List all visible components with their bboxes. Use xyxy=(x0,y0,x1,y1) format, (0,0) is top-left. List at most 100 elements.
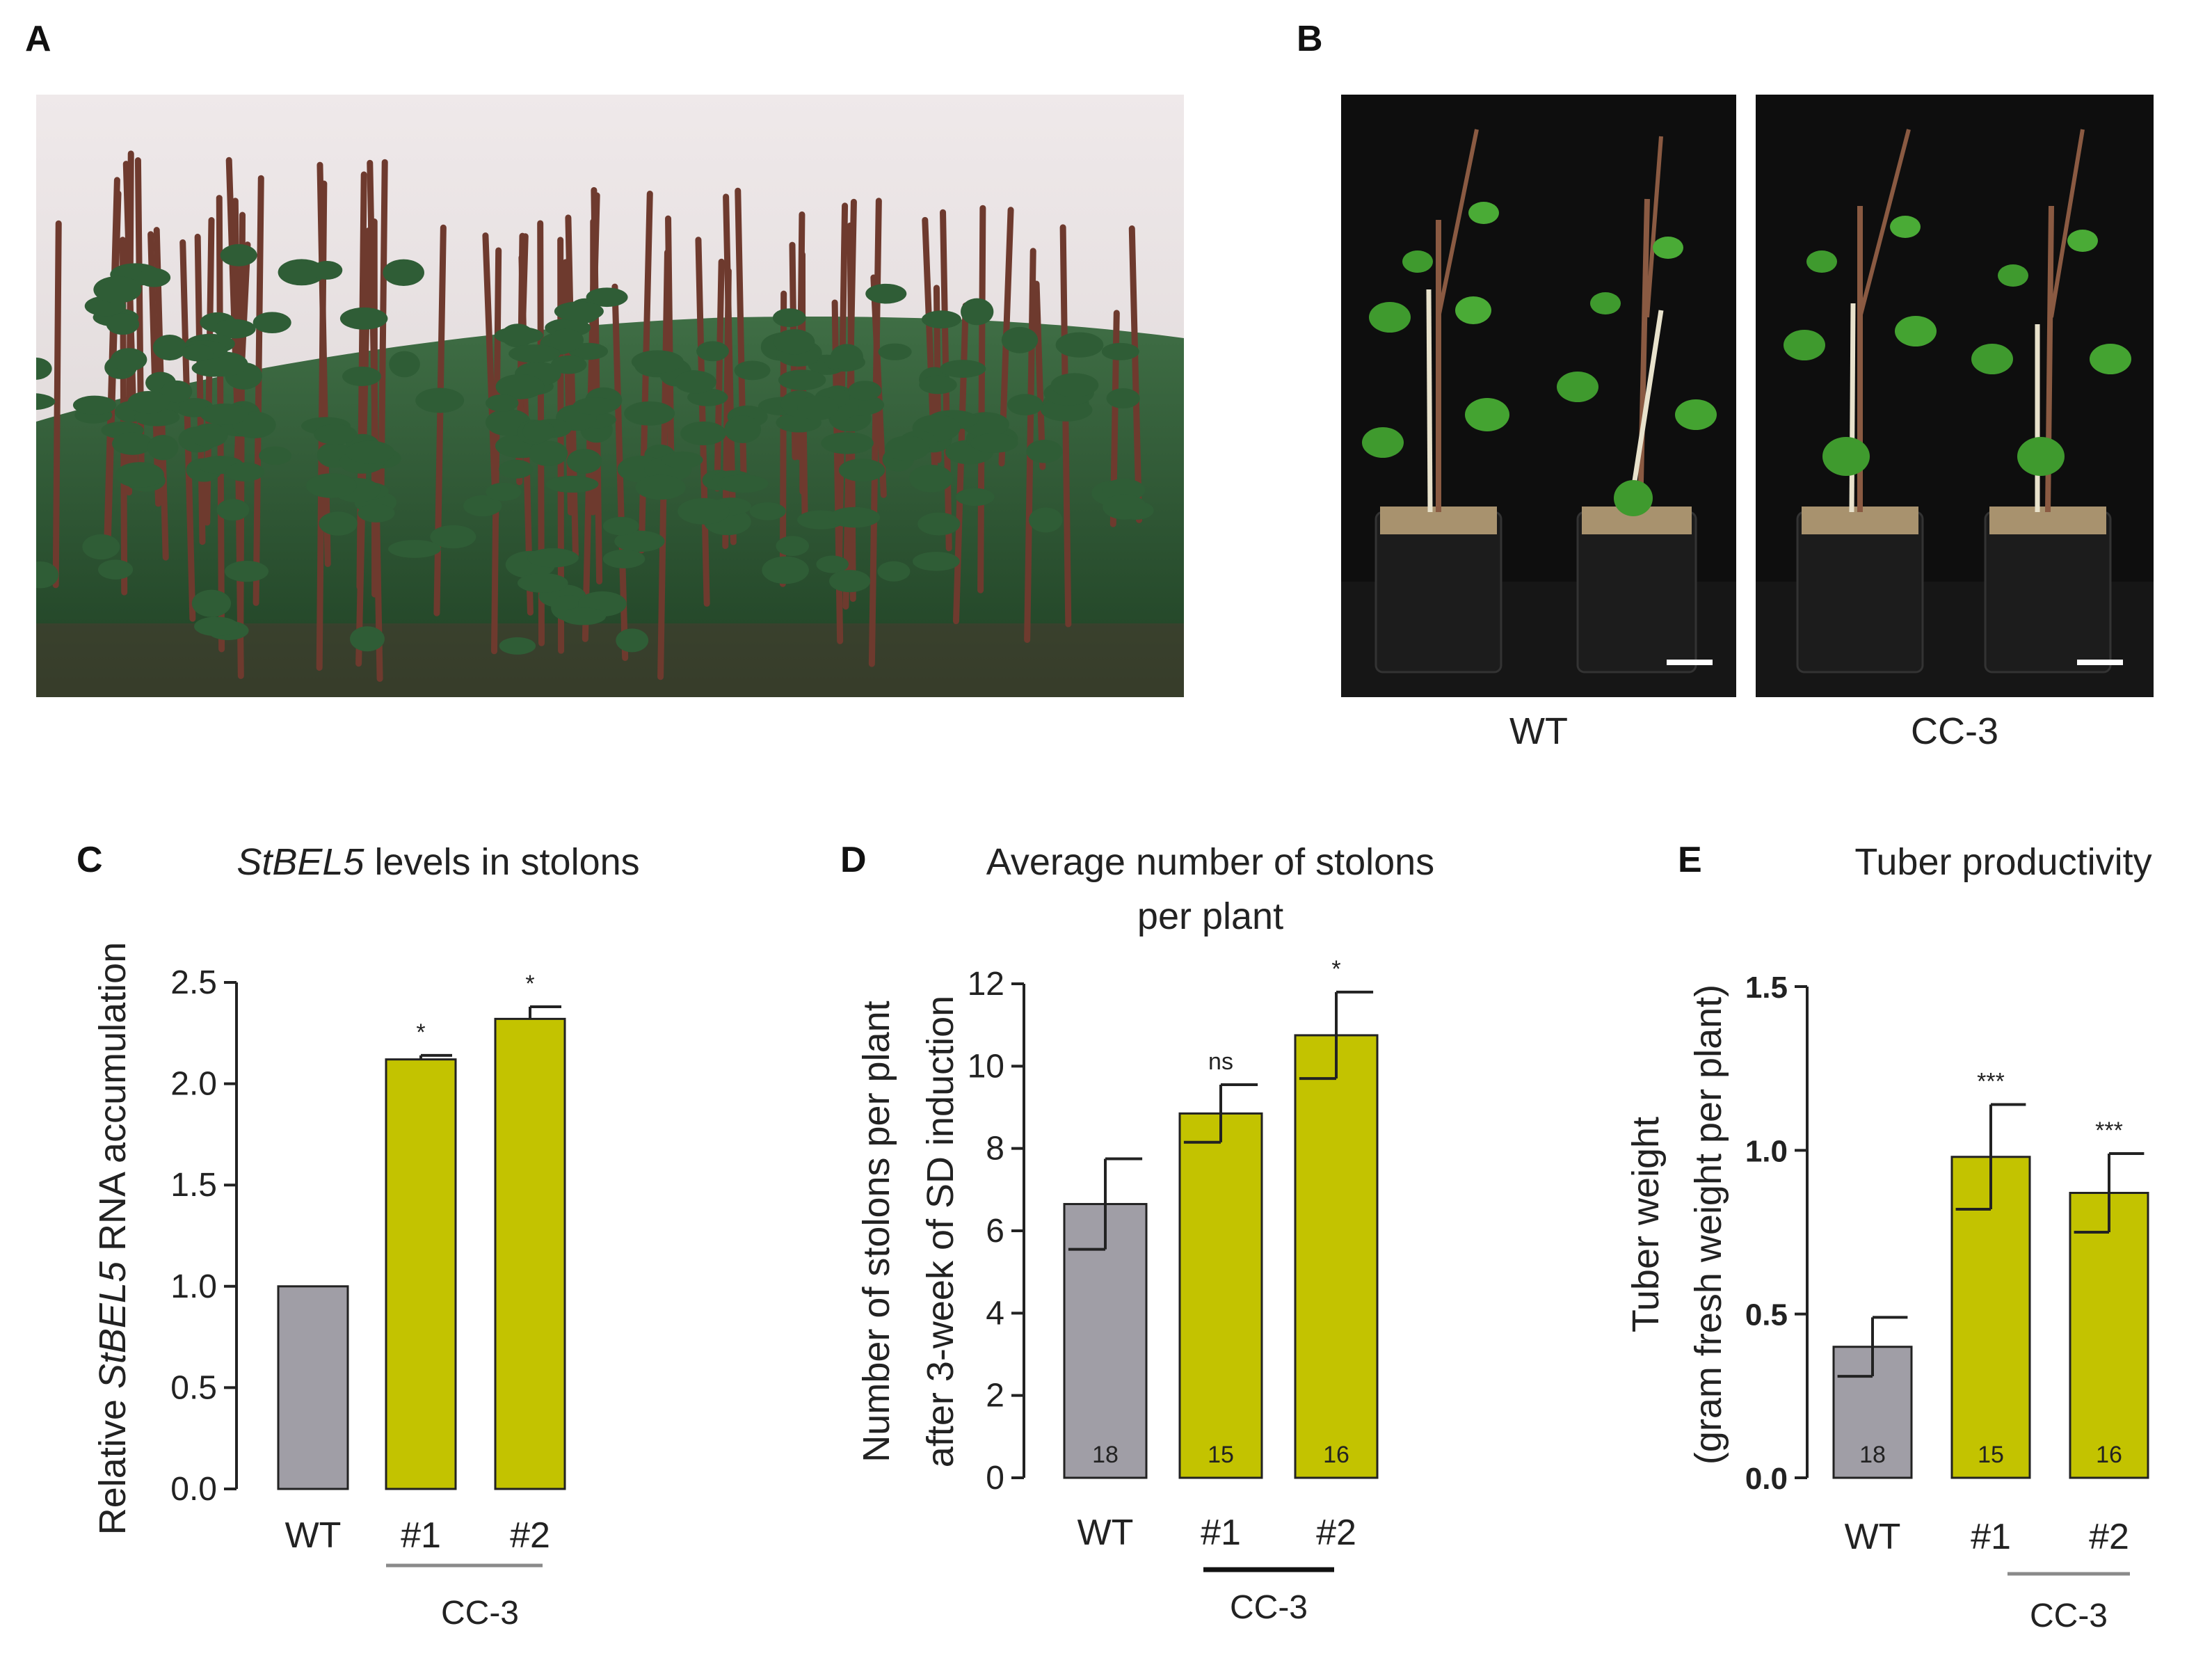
plant-leaf xyxy=(314,424,358,445)
plant-leaf xyxy=(152,335,187,361)
plant-leaf xyxy=(912,552,960,571)
plant-leaf xyxy=(1101,342,1139,360)
plant-stem xyxy=(1033,280,1046,470)
plant-leaf xyxy=(499,637,536,655)
plant-stem xyxy=(1128,225,1143,523)
plant-leaf xyxy=(115,462,164,488)
chart-d-y-label-line1: Number of stolons per plant xyxy=(856,1001,897,1462)
wt-plants-drawing xyxy=(1341,95,1736,697)
plant-leaf xyxy=(527,548,579,568)
plant-leaf xyxy=(93,276,142,303)
chart-d-category-label: WT xyxy=(1077,1513,1134,1553)
chart-c-y-tick-label: 1.5 xyxy=(170,1167,217,1204)
plant-leaf xyxy=(191,423,228,447)
plant-leaf xyxy=(225,462,265,481)
chart-c-group-label: CC-3 xyxy=(441,1595,519,1632)
chart-c-category-label: #2 xyxy=(510,1515,550,1556)
plant-leaf xyxy=(922,310,961,328)
chart-e-category-label: #1 xyxy=(1971,1517,2011,1557)
chart-d-y-label-line2: after 3-week of SD induction xyxy=(920,996,961,1467)
plant-leaf xyxy=(560,607,607,625)
plant-leaf xyxy=(522,420,555,443)
chart-c-y-label-part: RNA accumulation xyxy=(92,942,134,1261)
plant-leaf xyxy=(816,555,849,573)
plant-leaf xyxy=(111,348,147,372)
plant-leaf xyxy=(1029,507,1063,533)
plant-leaf xyxy=(602,516,639,536)
plant-stem xyxy=(977,205,986,593)
panel-letter-a: A xyxy=(25,19,51,59)
chart-d-title-line1: Average number of stolons xyxy=(986,841,1435,883)
chart-c-significance: * xyxy=(525,971,534,997)
plant-leaf xyxy=(182,344,214,362)
chart-d-y-tick-label: 2 xyxy=(986,1378,1004,1414)
chart-c-title-gene: StBEL5 xyxy=(237,841,364,883)
plant-leaf xyxy=(877,561,911,582)
chart-c-significance: * xyxy=(416,1019,425,1046)
plant-leaf xyxy=(1050,373,1099,397)
scale-bar xyxy=(2077,660,2123,665)
plant-leaf xyxy=(955,488,995,507)
plant-leaf xyxy=(339,307,388,330)
plant-leaf xyxy=(463,495,502,517)
caption-wt: WT xyxy=(1509,710,1568,752)
chart-c-y-tick-label: 2.0 xyxy=(170,1066,217,1103)
plant-leaf xyxy=(724,415,762,444)
chart-c-bar xyxy=(494,1017,566,1490)
chart-c-y-tick-label: 2.5 xyxy=(170,964,217,1001)
plant-leaf xyxy=(214,319,256,339)
chart-d-title: Average number of stolons per plant xyxy=(897,835,1523,943)
plant-leaf xyxy=(674,370,716,394)
plant-leaf xyxy=(224,561,269,582)
plant-leaf xyxy=(566,449,602,474)
chart-e-n-label: 16 xyxy=(2096,1442,2122,1468)
chart-d-category-label: #2 xyxy=(1316,1513,1356,1553)
chart-e-n-label: 18 xyxy=(1859,1442,1886,1468)
chart-d-group-label: CC-3 xyxy=(1230,1589,1308,1626)
chart-c-bar xyxy=(277,1285,349,1490)
chart-d-y-tick-label: 4 xyxy=(986,1295,1004,1332)
plant-leaf xyxy=(200,404,249,425)
plant-leaf xyxy=(554,301,604,321)
plant-leaf xyxy=(389,351,420,378)
plant-leaf xyxy=(191,589,232,617)
chart-e-y-tick-label: 1.5 xyxy=(1745,971,1788,1005)
plant-stem xyxy=(565,214,579,558)
plant-leaf xyxy=(499,459,534,479)
plant-leaf xyxy=(194,616,239,637)
chart-e-group-label: CC-3 xyxy=(2030,1597,2108,1634)
plant-leaf xyxy=(1103,494,1147,520)
plant-leaf xyxy=(631,350,684,374)
plant-leaf xyxy=(220,244,257,266)
plant-leaf xyxy=(696,341,729,362)
plant-leaf xyxy=(517,573,568,593)
plant-leaf xyxy=(917,512,961,536)
plant-leaf xyxy=(430,525,476,549)
plant-leaf xyxy=(797,395,839,421)
chart-d-y-tick-label: 10 xyxy=(968,1048,1004,1085)
plant-stem xyxy=(194,233,206,545)
chart-c-y-label: Relative StBEL5 RNA accumulation xyxy=(92,942,134,1535)
greenhouse-photo xyxy=(36,95,1184,697)
plant-leaf xyxy=(885,436,930,461)
plant-stem xyxy=(482,232,499,520)
panel-letter-e: E xyxy=(1678,840,1702,880)
plant-leaf xyxy=(778,369,826,391)
plant-leaf xyxy=(616,628,649,653)
plant-leaf xyxy=(1001,326,1039,353)
plant-leaf xyxy=(278,259,326,286)
chart-c-y-tick-label: 0.0 xyxy=(170,1471,217,1508)
chart-c-bar xyxy=(385,1058,457,1490)
plant-leaf xyxy=(970,433,1018,453)
plant-leaf xyxy=(350,626,385,652)
plant-leaf xyxy=(762,556,809,584)
plant-leaf xyxy=(106,313,140,335)
plant-leaf xyxy=(1103,479,1146,502)
chart-c-y-label-part: Relative xyxy=(92,1389,134,1535)
chart-e-y-tick-label: 1.0 xyxy=(1745,1134,1788,1168)
chart-c-title: StBEL5 levels in stolons xyxy=(174,835,703,889)
plant-leaf xyxy=(97,559,134,580)
chart-d-y-tick-label: 0 xyxy=(986,1460,1004,1497)
plant-leaf xyxy=(72,395,117,415)
